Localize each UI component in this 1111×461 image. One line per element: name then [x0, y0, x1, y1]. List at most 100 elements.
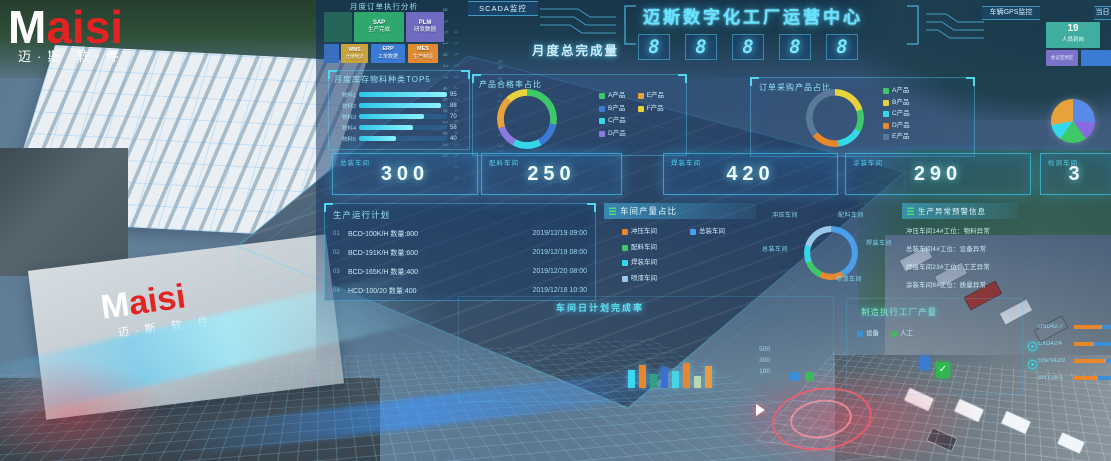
anomaly-title: 生产异常预警信息 — [918, 206, 986, 216]
stat-label: 检测车间 — [1048, 160, 1078, 167]
scada-label: SCADA监控 — [468, 1, 538, 16]
dashboard-tint — [316, 0, 1111, 375]
plan-row: 04 HCD-100/20 数量:400 2019/12/18 10:30 — [333, 281, 587, 300]
legend-swatch — [599, 105, 605, 112]
anomaly-header: 生产异常预警信息 — [902, 203, 1018, 219]
legend-label: 喷漆车间 — [631, 274, 657, 282]
logistics-bar-row: EXD42/4 — [1038, 341, 1111, 347]
daily-rate-bar — [639, 365, 646, 388]
mes-output-panel: 制造执行工厂产量 设备 人工 — [846, 298, 1023, 395]
legend-swatch — [622, 229, 628, 236]
legend-swatch — [883, 111, 889, 118]
tile-misc — [1081, 50, 1111, 66]
quality-donut-chart — [497, 89, 557, 149]
stat-box-workshop-2: 配料车间 250 — [481, 153, 622, 195]
workshop-share-donut-chart — [804, 226, 858, 280]
top5-bar-row: 物料5 40 — [341, 135, 457, 143]
matrix-digits: 8 3 5 1 9 2 7 4 6 0 1 8 3 5 — [441, 8, 448, 160]
stat-value: 420 — [726, 163, 775, 185]
monthly-digit: 8 — [685, 34, 717, 60]
daily-rate-panel-outline — [458, 296, 834, 402]
workshop-share-legend-col2: 总装车间 — [690, 228, 725, 242]
legend-swatch — [622, 275, 628, 282]
legend-label: 人工 — [900, 330, 913, 337]
legend-label: 总装车间 — [699, 228, 725, 235]
logistics-panel: USD42-7 EXD42/4 SSP342/9 BHYU8-1 — [1028, 282, 1111, 397]
plan-time: 2019/12/20 08:00 — [532, 268, 588, 275]
daily-rate-bar — [661, 367, 668, 388]
treemap-tile-misc — [324, 44, 339, 63]
plan-time: 2019/12/19 08:00 — [532, 249, 588, 256]
plan-name: BCD-165K/H 数量:400 — [348, 268, 419, 276]
site-pie-chart — [1051, 99, 1095, 143]
circuit-traces-right — [907, 5, 984, 45]
legend-item: 配料车间 — [622, 243, 657, 252]
stat-box-workshop-1: 总装车间 300 — [332, 153, 478, 195]
order-legend: A产品 B产品 C产品 D产品 E产品 — [883, 87, 910, 147]
legend-label: 冲压车间 — [631, 228, 657, 235]
fx-arrow — [756, 404, 765, 416]
treemap-tile-misc — [324, 12, 352, 42]
daily-rate-bar — [694, 376, 701, 388]
legend-item: E产品 — [883, 133, 910, 141]
legend-swatch — [690, 229, 696, 236]
legend-item: 设备 — [857, 330, 879, 338]
legend-swatch — [805, 372, 814, 381]
daily-rate-bar — [672, 371, 679, 388]
map-marker-check: ✓ — [936, 362, 950, 378]
logistics-bar-row: BHYU8-1 — [1038, 375, 1111, 381]
order-treemap-panel: 月度订单执行分析 SAP 生产完成 PLM 研发数据 WMS 仓储物流 ERP … — [322, 1, 446, 65]
legend-swatch — [637, 93, 644, 100]
workshop-share-panel: 车间产量占比 冲压车间 配料车间 焊装车间 喷漆车间 总装车间 — [604, 203, 756, 291]
legend-swatch — [599, 118, 605, 125]
legend-swatch — [891, 331, 897, 338]
treemap-tile-erp: ERP 工单数据 — [371, 44, 405, 63]
stat-label: 配料车间 — [489, 160, 519, 167]
legend-item: 焊装车间 — [622, 259, 657, 267]
treemap-title: 月度订单执行分析 — [350, 2, 418, 11]
stat-value: 300 — [380, 163, 430, 185]
top5-bar-row: 物料4 58 — [341, 124, 457, 132]
plan-name: BCD-100K/H 数量:800 — [348, 230, 419, 238]
donut-callout: 冲压车间 — [772, 213, 799, 219]
tile-desc: 生产完成 — [367, 27, 390, 34]
anomaly-panel: 生产异常预警信息 冲压车间14#工位：物料异常 总装车间4#工位：设备异常 焊接… — [902, 203, 1018, 305]
tile-name: WMS — [348, 47, 361, 54]
mes-legend: 设备 人工 — [857, 330, 913, 338]
monthly-digit: 8 — [779, 34, 811, 60]
list-icon — [609, 207, 616, 215]
quality-rate-title: 产品合格率占比 — [479, 80, 542, 89]
inventory-top5-title: 月度库存物料种类TOP5 — [334, 75, 431, 84]
stat-value: 250 — [527, 163, 576, 185]
legend-swatch — [883, 88, 889, 95]
workshop-share-title: 车间产量占比 — [620, 206, 678, 216]
legend-label: E产品 — [892, 133, 910, 140]
top5-bar-row: 物料3 70 — [341, 113, 457, 121]
legend-item: B产品 — [599, 105, 626, 113]
list-icon — [907, 207, 914, 215]
stat-box-workshop-3: 焊装车间 420 — [663, 153, 838, 195]
legend-item: A产品 — [883, 87, 910, 95]
tile-desc: 工单数据 — [377, 53, 398, 60]
workshop-share-donut-area: 冲压车间 配料车间 焊装车间 总装车间 喷漆车间 — [762, 200, 907, 300]
legend-item: 喷漆车间 — [622, 274, 657, 283]
treemap-tile-wms: WMS 仓储物流 — [341, 44, 368, 63]
tile-name: SAP — [372, 20, 386, 27]
tile-name: PLM — [418, 20, 432, 27]
donut-callout: 总装车间 — [762, 247, 789, 253]
legend-item: D产品 — [599, 130, 626, 138]
monthly-digit: 8 — [826, 34, 858, 60]
maisi-logo-subtitle: 迈·斯·软·件 — [18, 49, 125, 64]
tile-desc: 生产制造 — [412, 53, 433, 60]
daily-rate-bar — [650, 374, 657, 388]
plan-index: 03 — [333, 268, 340, 275]
monthly-total-label: 月度总完成量 — [532, 44, 620, 58]
legend-label: 配料车间 — [631, 243, 657, 251]
fx-red-glow-center — [700, 360, 1000, 461]
monthly-digit: 8 — [732, 34, 764, 60]
plan-time: 2019/12/19 09:00 — [532, 230, 588, 237]
legend-swatch — [599, 93, 605, 100]
axis-tick: 300 — [759, 357, 770, 364]
plan-time: 2019/12/18 10:30 — [532, 287, 588, 294]
